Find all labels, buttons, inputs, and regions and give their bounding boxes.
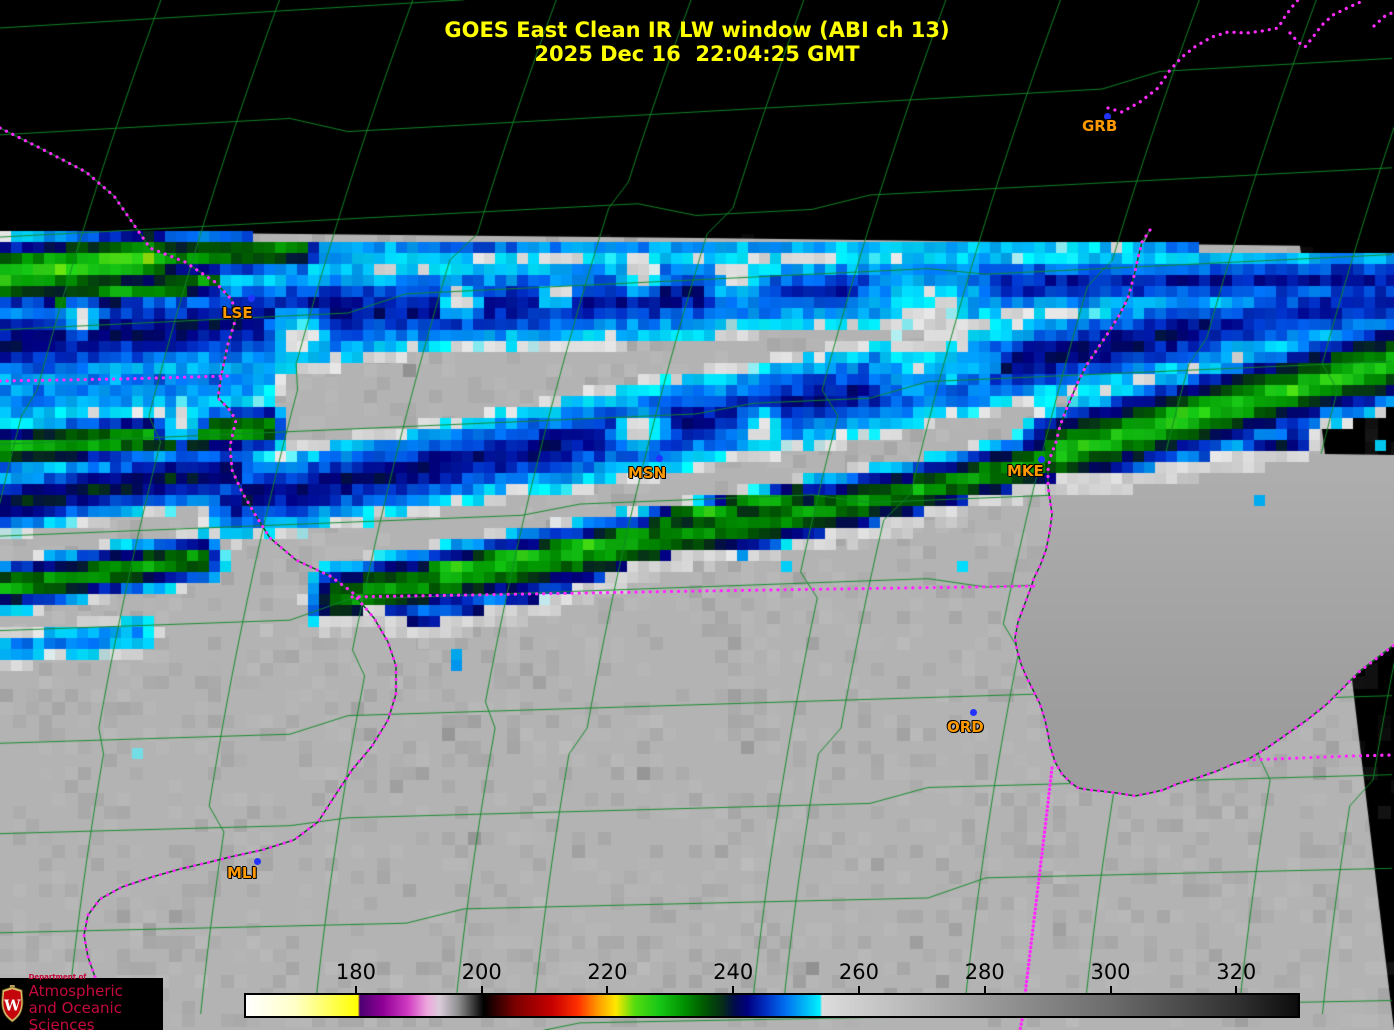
station-ord-dot	[970, 709, 977, 716]
logo-dept-line: Department of	[28, 973, 87, 981]
state-border-mn-ia	[0, 374, 230, 383]
colorbar-tick	[480, 986, 483, 993]
state-border-wi-il	[350, 584, 1042, 599]
station-mli-dot	[254, 858, 261, 865]
station-grb-label: GRB	[1082, 117, 1118, 135]
state-border-door-bay	[1106, 0, 1300, 114]
svg-text:W: W	[3, 998, 21, 1015]
colorbar-tick	[1235, 986, 1238, 993]
station-msn-label: MSN	[628, 464, 667, 482]
colorbar-tick-label: 300	[1090, 960, 1131, 984]
uw-aos-logo-text: Department of Atmospheric and Oceanic Sc…	[29, 974, 163, 1030]
lake-michigan-shore-line	[1014, 229, 1394, 797]
colorbar-tick	[1109, 986, 1112, 993]
colorbar-tick	[732, 986, 735, 993]
station-mke-label: MKE	[1007, 462, 1044, 480]
colorbar-tick	[354, 986, 357, 993]
temperature-colorbar	[244, 993, 1300, 1018]
station-msn-dot	[656, 455, 663, 462]
station-mli-label: MLI	[227, 864, 258, 882]
colorbar-tick-label: 260	[838, 960, 880, 984]
station-grb-dot	[1104, 113, 1111, 120]
uw-crest-icon: W	[1, 985, 24, 1023]
state-border-door-lake	[1288, 0, 1367, 50]
state-border-mississippi	[0, 126, 398, 1030]
colorbar-tick-label: 200	[461, 960, 502, 984]
logo-line-2: and Oceanic Sciences	[28, 999, 122, 1030]
station-ord-label: ORD	[947, 718, 984, 736]
colorbar-tick	[857, 986, 860, 993]
state-border-ne-corner	[1372, 10, 1394, 28]
colorbar-tick-label: 220	[587, 960, 628, 984]
station-mke-dot	[1038, 456, 1045, 463]
colorbar-tick-label: 320	[1216, 960, 1257, 984]
state-border-in-mi	[1245, 753, 1394, 762]
uw-aos-logo: W Department of Atmospheric and Oceanic …	[0, 974, 163, 1030]
state-border-lake-shore	[1013, 228, 1394, 798]
colorbar-tick	[983, 986, 986, 993]
colorbar-tick	[606, 986, 609, 993]
logo-line-1: Atmospheric	[28, 982, 123, 1000]
colorbar-tick-label: 180	[335, 960, 376, 984]
state-border-il-in	[1018, 766, 1054, 1030]
colorbar-tick-label: 280	[964, 960, 1005, 984]
station-lse-dot	[248, 295, 255, 302]
colorbar-tick-label: 240	[713, 960, 754, 984]
station-lse-label: LSE	[222, 304, 253, 322]
